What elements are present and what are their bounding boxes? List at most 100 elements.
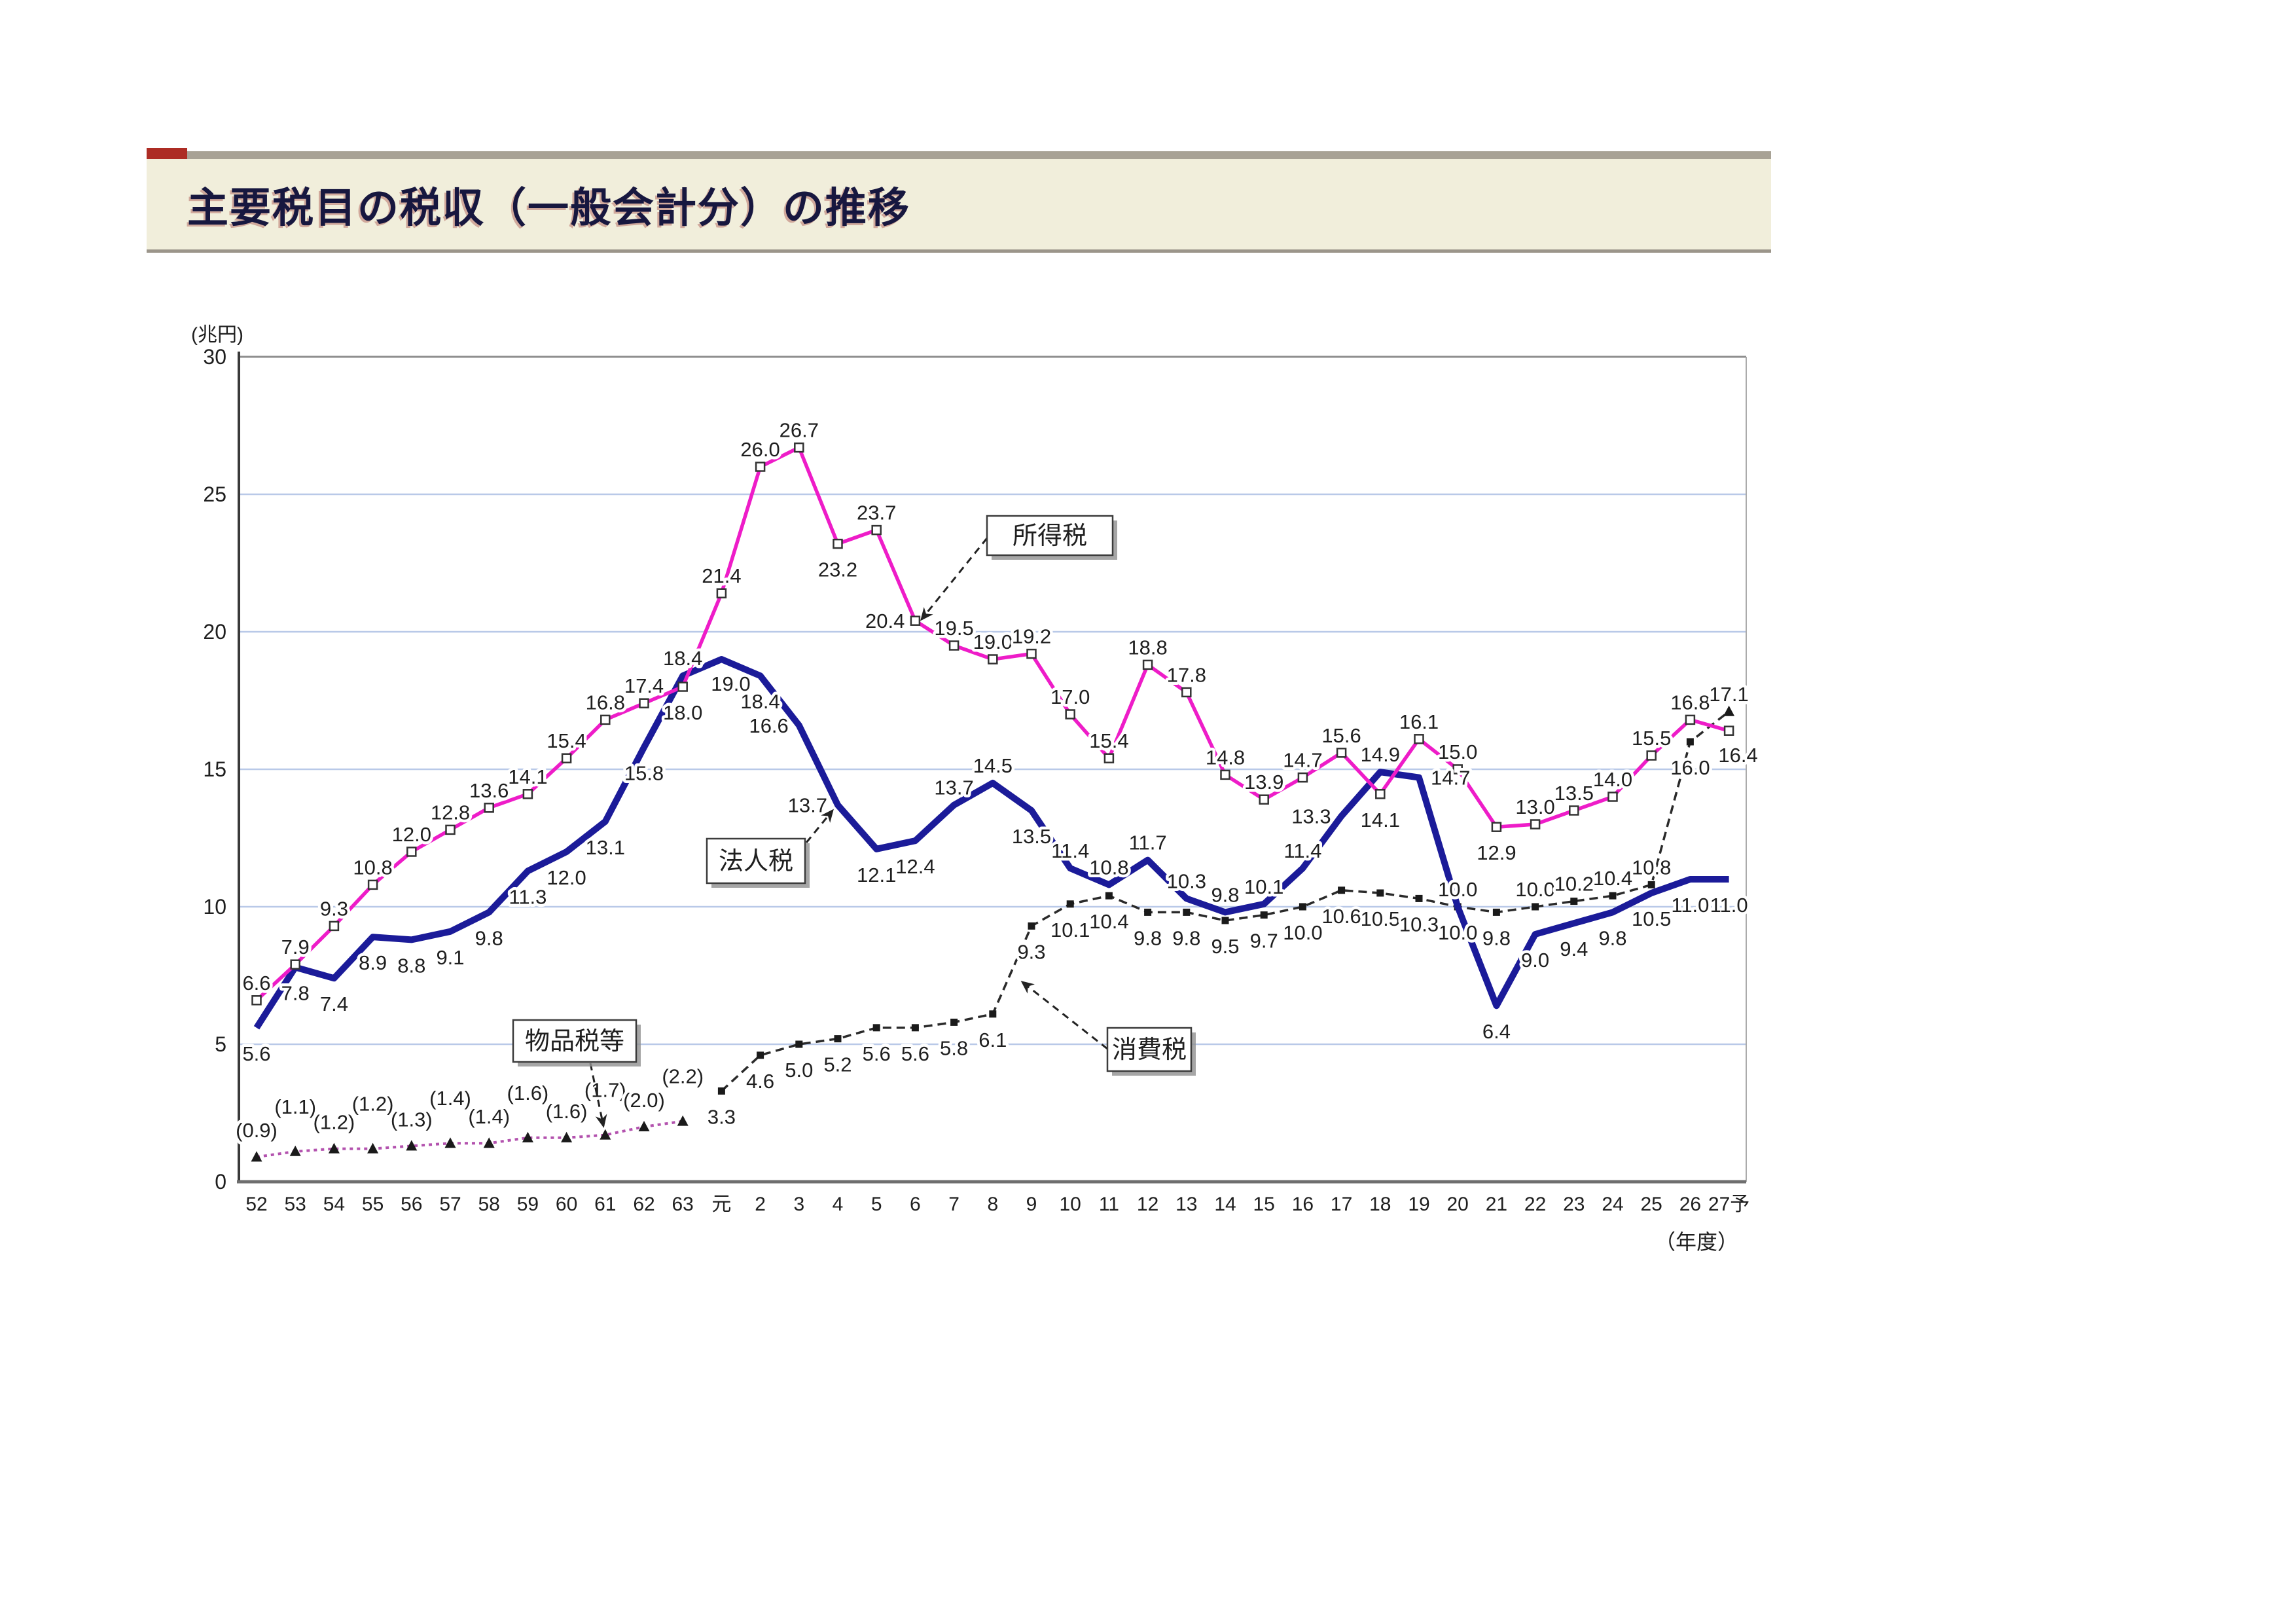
value-label: 5.0: [785, 1059, 813, 1082]
x-tick-15: 15: [1253, 1194, 1275, 1215]
value-label: 9.8: [1598, 926, 1626, 949]
income-tax-line: [251, 442, 1734, 1006]
value-label: 16.8: [1670, 691, 1710, 714]
x-tick-26: 26: [1679, 1194, 1701, 1215]
x-tick-21: 21: [1486, 1194, 1507, 1215]
value-label: 13.0: [1515, 795, 1554, 818]
x-tick-11: 11: [1099, 1194, 1119, 1215]
marker: [1299, 903, 1306, 911]
value-label: (1.4): [429, 1087, 471, 1110]
value-label: 16.8: [586, 691, 625, 714]
value-label: 15.5: [1632, 727, 1671, 750]
x-tick-25: 25: [1641, 1194, 1662, 1215]
marker: [444, 1137, 456, 1148]
marker: [1452, 764, 1463, 775]
legend-box-frame: [512, 1019, 637, 1063]
x-tick-元: 元: [711, 1194, 731, 1215]
value-label: 9.8: [1482, 926, 1511, 949]
legend-arrow: [920, 538, 988, 621]
income-tax-value-labels: 6.67.99.310.812.012.813.614.115.416.817.…: [240, 416, 1761, 997]
marker: [1530, 819, 1541, 830]
value-label: 12.9: [1477, 841, 1516, 864]
marker: [1609, 892, 1617, 900]
value-label: 6.6: [242, 972, 270, 994]
value-label: (1.7): [584, 1079, 626, 1102]
marker: [1723, 705, 1735, 716]
marker: [522, 1131, 533, 1142]
marker: [795, 1040, 803, 1048]
marker: [251, 1151, 262, 1162]
x-tick-24: 24: [1602, 1194, 1623, 1215]
marker: [1685, 714, 1696, 725]
x-tick-52: 52: [245, 1194, 267, 1215]
y-tick-10: 10: [203, 895, 226, 919]
commodity-tax-line: [251, 1115, 689, 1162]
marker: [328, 1142, 340, 1154]
header-rule: [187, 151, 1771, 159]
marker: [755, 462, 766, 472]
x-tick-2: 2: [755, 1194, 766, 1215]
marker: [989, 1010, 997, 1018]
value-label: 13.6: [469, 779, 509, 802]
value-label: 14.9: [1361, 743, 1400, 766]
marker: [1028, 922, 1035, 930]
value-label: 5.8: [940, 1036, 968, 1059]
x-tick-12: 12: [1137, 1194, 1158, 1215]
marker: [367, 879, 378, 890]
value-label: 14.5: [973, 754, 1013, 777]
value-label: 9.4: [1560, 938, 1588, 960]
value-label: 9.7: [1250, 930, 1278, 953]
value-label: 19.5: [934, 617, 973, 640]
x-tick-9: 9: [1026, 1194, 1037, 1215]
x-tick-20: 20: [1447, 1194, 1469, 1215]
value-label: 14.1: [1361, 809, 1400, 831]
marker: [1338, 886, 1346, 894]
value-label: 13.7: [788, 794, 827, 817]
value-label: 9.5: [1211, 935, 1239, 958]
value-label: 13.9: [1244, 771, 1283, 793]
legend-box-commodity-tax: 物品税等: [512, 1019, 641, 1128]
marker: [561, 753, 572, 763]
legend-arrow: [805, 809, 834, 843]
value-label: (0.9): [236, 1119, 278, 1142]
value-label: 9.8: [1211, 883, 1239, 906]
marker: [1065, 709, 1075, 720]
value-label: 11.0: [1671, 894, 1709, 917]
x-tick-54: 54: [323, 1194, 345, 1215]
value-label: 23.2: [818, 558, 857, 581]
value-label: 23.7: [857, 501, 896, 524]
marker: [1646, 750, 1657, 761]
x-tick-63: 63: [672, 1194, 694, 1215]
marker: [871, 524, 882, 536]
marker: [757, 1051, 764, 1059]
marker: [988, 654, 998, 665]
value-label: 5.6: [901, 1042, 929, 1065]
marker: [1415, 894, 1423, 902]
value-label: 5.6: [242, 1042, 270, 1065]
marker: [639, 698, 649, 708]
value-label: 9.1: [436, 946, 464, 969]
marker: [948, 640, 960, 651]
marker: [1491, 822, 1502, 832]
value-label: 10.3: [1167, 869, 1206, 892]
value-label: 10.8: [1632, 856, 1671, 879]
y-tick-5: 5: [215, 1032, 226, 1056]
x-tick-13: 13: [1175, 1194, 1197, 1215]
value-label: 10.1: [1244, 875, 1283, 898]
x-tick-19: 19: [1408, 1194, 1429, 1215]
value-label: 10.3: [1399, 913, 1439, 936]
marker: [1103, 753, 1115, 763]
y-tick-20: 20: [203, 620, 226, 644]
legend-box-frame: [1106, 1027, 1193, 1072]
value-label: 19.2: [1012, 625, 1051, 648]
marker: [716, 588, 727, 598]
x-tick-8: 8: [987, 1194, 998, 1215]
value-label: 10.5: [1361, 907, 1400, 930]
value-label: 7.4: [320, 993, 348, 1015]
marker: [483, 1137, 495, 1148]
legend-arrow: [1020, 981, 1108, 1050]
value-label: 18.8: [1128, 636, 1167, 659]
marker: [834, 1035, 842, 1043]
marker: [1105, 892, 1113, 900]
marker: [561, 1131, 573, 1142]
